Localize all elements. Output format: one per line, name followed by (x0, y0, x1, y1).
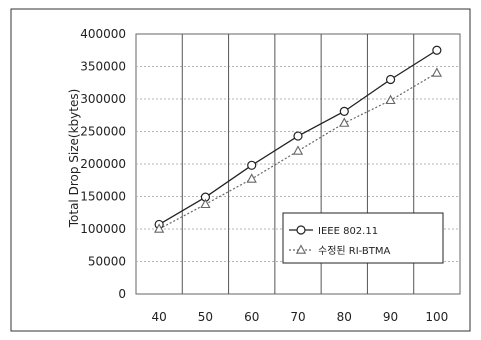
y-tick-label: 150000 (80, 190, 126, 204)
data-point (431, 67, 442, 77)
circle-marker-icon (296, 225, 306, 235)
y-axis-ticks: 0 50000 100000 150000 200000 250000 300000 3500… (80, 27, 126, 301)
data-point (339, 106, 349, 116)
legend-label: IEEE 802.11 (318, 226, 378, 237)
series-2 (154, 67, 442, 233)
legend: IEEE 802.11 수정된 RI-BTMA (282, 212, 444, 264)
data-point (432, 45, 442, 55)
series-layer (154, 45, 442, 233)
x-axis-ticks: 40 50 60 70 80 90 100 (152, 310, 449, 324)
y-tick-label: 300000 (80, 92, 126, 106)
y-tick-label: 250000 (80, 125, 126, 139)
x-tick-label: 70 (290, 310, 305, 324)
data-point (385, 74, 396, 85)
x-tick-label: 100 (425, 310, 448, 324)
data-point (246, 173, 257, 183)
y-axis-title: Total Drop Size(kbytes) (67, 89, 81, 229)
x-tick-label: 40 (152, 310, 167, 324)
y-tick-label: 0 (118, 287, 126, 301)
y-tick-label: 100000 (80, 222, 126, 236)
x-tick-label: 60 (244, 310, 259, 324)
x-tick-label: 50 (198, 310, 213, 324)
legend-label: 수정된 RI-BTMA (318, 245, 391, 257)
x-tick-label: 80 (337, 310, 352, 324)
y-tick-label: 50000 (88, 255, 126, 269)
data-point (385, 94, 396, 105)
series-1 (154, 45, 442, 230)
data-point (339, 117, 350, 127)
data-point (200, 198, 211, 209)
data-point (293, 131, 303, 141)
x-tick-label: 90 (383, 310, 398, 324)
legend-box (282, 212, 444, 264)
y-tick-label: 350000 (80, 60, 126, 74)
data-point (292, 145, 304, 155)
triangle-marker-icon (295, 244, 307, 254)
y-tick-label: 400000 (80, 27, 126, 41)
data-point (247, 160, 257, 170)
data-point (154, 223, 165, 233)
y-tick-label: 200000 (80, 157, 126, 171)
